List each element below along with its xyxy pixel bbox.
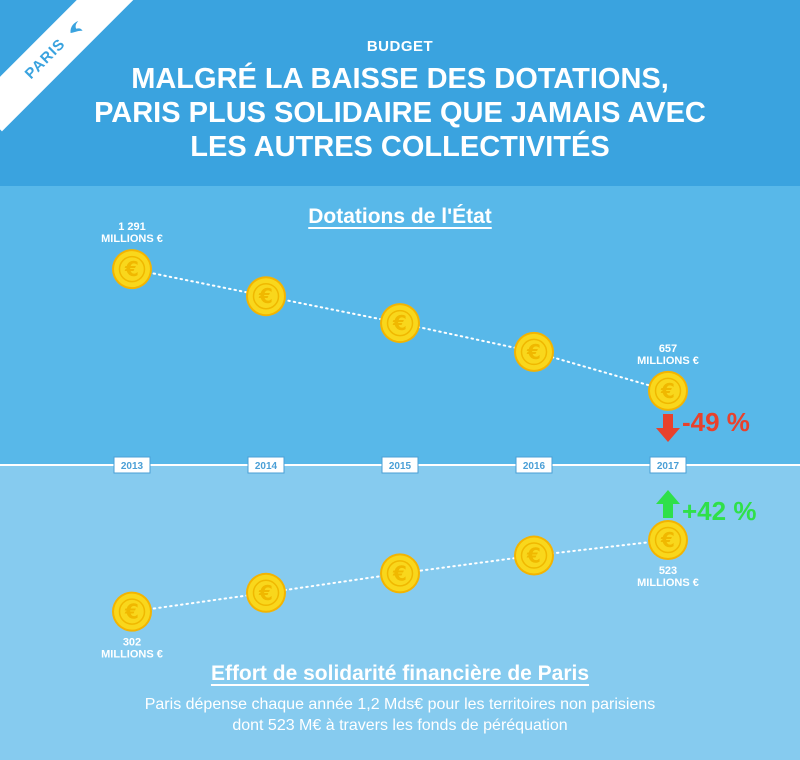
value-label: 302 (123, 637, 141, 649)
coin-inner-ring (252, 282, 280, 310)
coin-inner-ring (118, 255, 146, 283)
value-label: 1 291 (118, 221, 146, 233)
coin-inner-ring (118, 598, 146, 625)
euro-icon: € (258, 581, 273, 605)
up-arrow-icon (656, 490, 680, 518)
coin-inner-ring (386, 309, 414, 337)
page-title: MALGRÉ LA BAISSE DES DOTATIONS, PARIS PL… (40, 62, 760, 164)
year-tick-label: 2015 (389, 461, 412, 472)
euro-icon: € (124, 257, 139, 281)
euro-icon: € (392, 311, 407, 335)
euro-icon: € (526, 340, 541, 364)
year-tick-box (649, 456, 687, 474)
year-tick-box (113, 456, 151, 474)
euro-icon: € (660, 528, 675, 552)
year-tick-label: 2017 (657, 461, 680, 472)
title-line: MALGRÉ LA BAISSE DES DOTATIONS, (131, 63, 669, 95)
subtitle-line: Paris dépense chaque année 1,2 Mds€ pour… (144, 696, 656, 713)
year-tick-box (247, 456, 285, 474)
paris-logo-icon (70, 20, 83, 33)
value-label: MILLIONS € (101, 649, 163, 661)
value-label: 657 (659, 343, 677, 355)
paris-corner-badge: PARIS (0, 0, 137, 132)
value-label: 523 (659, 565, 677, 577)
down-arrow-icon (656, 414, 680, 442)
year-tick-label: 2014 (255, 461, 278, 472)
dotations-title: Dotations de l'État (308, 205, 492, 228)
euro-icon: € (526, 544, 541, 568)
year-tick-label: 2016 (523, 461, 546, 472)
title-line: PARIS PLUS SOLIDAIRE QUE JAMAIS AVEC (94, 97, 706, 129)
title-line: LES AUTRES COLLECTIVITÉS (190, 131, 610, 163)
header-band (0, 0, 800, 186)
coin-point: € (648, 520, 688, 560)
coin-inner-ring (386, 560, 414, 587)
coin-point: € (112, 249, 152, 290)
euro-icon: € (392, 561, 407, 585)
coin-point: € (380, 553, 420, 594)
decrease-percent: -49 % (682, 407, 750, 437)
value-label: MILLIONS € (637, 355, 699, 367)
category-label: BUDGET (366, 38, 434, 55)
coin-inner-ring (520, 338, 548, 366)
value-label: MILLIONS € (101, 233, 163, 245)
euro-icon: € (660, 379, 675, 403)
year-tick-box (515, 456, 553, 474)
coin-point: € (380, 303, 420, 344)
coin-point: € (514, 535, 554, 576)
solidarity-subtitle: Paris dépense chaque année 1,2 Mds€ pour… (60, 694, 740, 736)
coin-inner-ring (654, 526, 682, 554)
series-line-0 (131, 268, 669, 392)
coin-inner-ring (520, 542, 548, 569)
year-tick-box (381, 456, 419, 474)
coin-point: € (112, 591, 152, 632)
coin-point: € (648, 370, 688, 411)
subtitle-line: dont 523 M€ à travers les fonds de péréq… (232, 717, 568, 734)
coin-inner-ring (654, 377, 682, 405)
euro-icon: € (124, 600, 139, 624)
coin-point: € (246, 572, 286, 613)
coin-inner-ring (252, 579, 280, 607)
increase-percent: +42 % (682, 496, 756, 526)
year-tick-label: 2013 (121, 461, 144, 472)
coin-point: € (246, 276, 286, 317)
coin-point: € (514, 331, 554, 372)
solidarity-title: Effort de solidarité financière de Paris (210, 662, 590, 685)
euro-icon: € (258, 284, 273, 308)
value-label: MILLIONS € (637, 577, 699, 589)
